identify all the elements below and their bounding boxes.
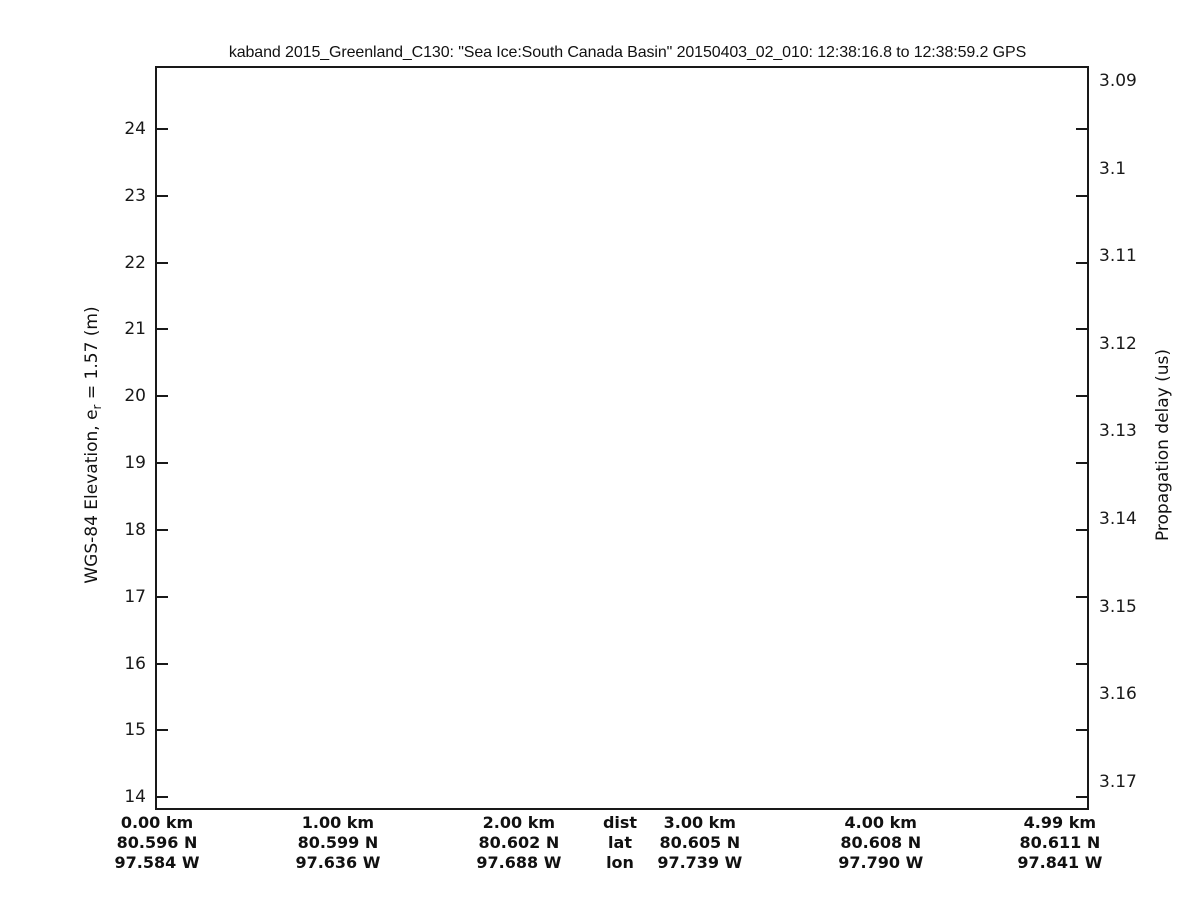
xaxis-row-legend-item: lat (608, 833, 632, 852)
elevation-tick-label: 14 (124, 787, 146, 808)
elevation-tick-mark-right (1076, 261, 1087, 264)
longitude-value: 97.739 W (657, 853, 743, 872)
delay-tick-label: 3.12 (1099, 333, 1137, 354)
latitude-value: 80.605 N (659, 833, 741, 852)
elevation-tick-label: 16 (124, 653, 146, 674)
elevation-tick-label: 15 (124, 720, 146, 741)
elevation-tick-mark-left (157, 127, 168, 130)
elevation-tick-mark-right (1076, 595, 1087, 598)
distance-value: 4.99 km (1023, 813, 1097, 832)
longitude-value: 97.790 W (838, 853, 924, 872)
elevation-tick-label: 19 (124, 453, 146, 474)
xaxis-row-legend-item: lon (606, 853, 634, 872)
elevation-tick-mark-right (1076, 462, 1087, 465)
elevation-tick-mark-left (157, 595, 168, 598)
longitude-value: 97.688 W (476, 853, 562, 872)
latitude-value: 80.602 N (478, 833, 560, 852)
elevation-tick-mark-right (1076, 729, 1087, 732)
longitude-value: 97.636 W (295, 853, 381, 872)
delay-tick-label: 3.1 (1099, 158, 1127, 179)
elevation-tick-mark-right (1076, 328, 1087, 331)
elevation-tick-mark-left (157, 194, 168, 197)
distance-label-column: 1.00 km 80.599 N 97.636 W (263, 813, 413, 873)
longitude-value: 97.584 W (114, 853, 200, 872)
distance-value: 1.00 km (301, 813, 375, 832)
elevation-tick-mark-right (1076, 528, 1087, 531)
elevation-axis-title-text: WGS-84 Elevation, e (81, 409, 102, 584)
delay-tick-label: 3.13 (1099, 421, 1137, 442)
elevation-tick-label: 20 (124, 386, 146, 407)
latitude-value: 80.608 N (840, 833, 922, 852)
distance-label-column: 2.00 km 80.602 N 97.688 W (444, 813, 594, 873)
elevation-tick-label: 17 (124, 586, 146, 607)
elevation-tick-label: 22 (124, 252, 146, 273)
latitude-value: 80.599 N (297, 833, 379, 852)
elevation-tick-label: 24 (124, 118, 146, 139)
elevation-tick-label: 21 (124, 319, 146, 340)
distance-value: 2.00 km (482, 813, 556, 832)
elevation-tick-mark-right (1076, 395, 1087, 398)
delay-tick-label: 3.14 (1099, 509, 1137, 529)
latitude-value: 80.611 N (1019, 833, 1101, 852)
elevation-tick-label: 23 (124, 185, 146, 206)
elevation-tick-mark-left (157, 662, 168, 665)
plot-frame (155, 66, 1089, 810)
elevation-axis-title: WGS-84 Elevation, er = 1.57 (m) (82, 306, 104, 583)
distance-value: 4.00 km (844, 813, 917, 832)
elevation-tick-mark-left (157, 462, 168, 465)
distance-label-column: 4.00 km 80.608 N 97.790 W (806, 813, 956, 873)
elevation-tick-mark-left (157, 395, 168, 398)
delay-tick-label: 3.16 (1099, 684, 1137, 705)
xaxis-row-legend-item: dist (602, 813, 638, 832)
delay-tick-label: 3.15 (1099, 596, 1137, 617)
xaxis-row-legend: dist lat lon (545, 813, 695, 873)
elevation-tick-mark-left (157, 261, 168, 264)
delay-tick-label: 3.09 (1099, 71, 1137, 92)
latitude-value: 80.596 N (116, 833, 198, 852)
distance-label-column: 3.00 km 80.605 N 97.739 W (625, 813, 775, 873)
elevation-tick-mark-right (1076, 662, 1087, 665)
elevation-tick-mark-left (157, 796, 168, 799)
elevation-tick-mark-left (157, 528, 168, 531)
elevation-tick-mark-right (1076, 796, 1087, 799)
elevation-tick-mark-right (1076, 127, 1087, 130)
elevation-tick-mark-right (1076, 194, 1087, 197)
elevation-tick-mark-left (157, 328, 168, 331)
distance-label-column: 4.99 km 80.611 N 97.841 W (985, 813, 1135, 873)
distance-value: 3.00 km (663, 813, 736, 832)
delay-tick-label: 3.17 (1099, 771, 1137, 792)
delay-tick-label: 3.11 (1099, 246, 1137, 267)
elevation-tick-mark-left (157, 729, 168, 732)
elevation-tick-label: 18 (124, 519, 146, 540)
figure-title: kaband 2015_Greenland_C130: "Sea Ice:Sou… (228, 44, 1027, 61)
longitude-value: 97.841 W (1017, 853, 1103, 872)
distance-value: 0.00 km (120, 813, 194, 832)
distance-label-column: 0.00 km 80.596 N 97.584 W (82, 813, 232, 873)
